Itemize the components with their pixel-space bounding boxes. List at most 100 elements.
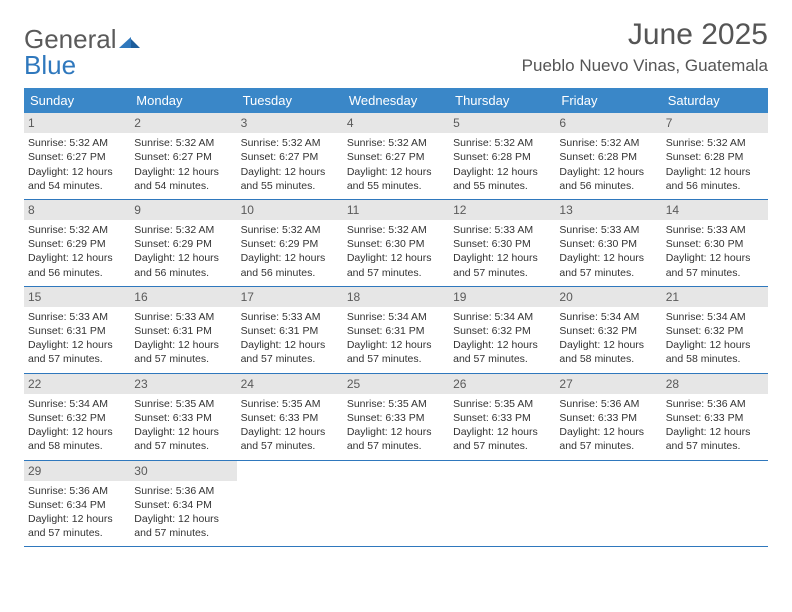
daylight-line: Daylight: 12 hours and 56 minutes. — [241, 251, 339, 279]
day-number: 15 — [24, 287, 130, 307]
daylight-line: Daylight: 12 hours and 57 minutes. — [347, 425, 445, 453]
day-cell — [662, 461, 768, 547]
day-number: 26 — [449, 374, 555, 394]
day-cell: 12Sunrise: 5:33 AMSunset: 6:30 PMDayligh… — [449, 200, 555, 286]
day-cell: 1Sunrise: 5:32 AMSunset: 6:27 PMDaylight… — [24, 113, 130, 199]
day-cell: 10Sunrise: 5:32 AMSunset: 6:29 PMDayligh… — [237, 200, 343, 286]
sunset-line: Sunset: 6:34 PM — [134, 498, 232, 512]
sunrise-line: Sunrise: 5:33 AM — [453, 223, 551, 237]
day-number: 6 — [555, 113, 661, 133]
brand-mark-icon — [119, 28, 143, 54]
daylight-line: Daylight: 12 hours and 56 minutes. — [134, 251, 232, 279]
sunrise-line: Sunrise: 5:33 AM — [559, 223, 657, 237]
day-number: 24 — [237, 374, 343, 394]
day-cell: 6Sunrise: 5:32 AMSunset: 6:28 PMDaylight… — [555, 113, 661, 199]
daylight-line: Daylight: 12 hours and 57 minutes. — [666, 425, 764, 453]
sunrise-line: Sunrise: 5:32 AM — [134, 136, 232, 150]
sunrise-line: Sunrise: 5:32 AM — [134, 223, 232, 237]
sunset-line: Sunset: 6:31 PM — [347, 324, 445, 338]
daylight-line: Daylight: 12 hours and 57 minutes. — [559, 251, 657, 279]
sunrise-line: Sunrise: 5:36 AM — [134, 484, 232, 498]
daylight-line: Daylight: 12 hours and 58 minutes. — [28, 425, 126, 453]
day-number: 22 — [24, 374, 130, 394]
sunset-line: Sunset: 6:29 PM — [241, 237, 339, 251]
day-cell: 30 Sunrise: 5:36 AMSunset: 6:34 PMDayligh… — [130, 461, 236, 547]
sunset-line: Sunset: 6:33 PM — [241, 411, 339, 425]
sunset-line: Sunset: 6:33 PM — [666, 411, 764, 425]
day-number: 10 — [237, 200, 343, 220]
day-cell — [343, 461, 449, 547]
daylight-line: Daylight: 12 hours and 57 minutes. — [28, 512, 126, 540]
daylight-line: Daylight: 12 hours and 57 minutes. — [559, 425, 657, 453]
sunset-line: Sunset: 6:30 PM — [347, 237, 445, 251]
day-number: 4 — [343, 113, 449, 133]
day-number: 20 — [555, 287, 661, 307]
sunset-line: Sunset: 6:27 PM — [134, 150, 232, 164]
day-number: 28 — [662, 374, 768, 394]
daylight-line: Daylight: 12 hours and 57 minutes. — [134, 338, 232, 366]
sunset-line: Sunset: 6:27 PM — [347, 150, 445, 164]
brand-word-2: Blue — [24, 50, 76, 80]
daylight-line: Daylight: 12 hours and 57 minutes. — [347, 338, 445, 366]
sunrise-line: Sunrise: 5:35 AM — [241, 397, 339, 411]
sunset-line: Sunset: 6:28 PM — [453, 150, 551, 164]
day-number: 29 — [24, 461, 130, 481]
day-number: 1 — [24, 113, 130, 133]
day-number: 30 — [130, 461, 236, 481]
daylight-line: Daylight: 12 hours and 58 minutes. — [666, 338, 764, 366]
daylight-line: Daylight: 12 hours and 57 minutes. — [453, 338, 551, 366]
sunset-line: Sunset: 6:32 PM — [28, 411, 126, 425]
day-cell: 16Sunrise: 5:33 AMSunset: 6:31 PMDayligh… — [130, 287, 236, 373]
dow-saturday: Saturday — [662, 88, 768, 113]
title-month: June 2025 — [522, 18, 768, 52]
sunrise-line: Sunrise: 5:33 AM — [28, 310, 126, 324]
dow-sunday: Sunday — [24, 88, 130, 113]
sunset-line: Sunset: 6:30 PM — [559, 237, 657, 251]
sunrise-line: Sunrise: 5:35 AM — [453, 397, 551, 411]
dow-wednesday: Wednesday — [343, 88, 449, 113]
dow-thursday: Thursday — [449, 88, 555, 113]
sunset-line: Sunset: 6:28 PM — [666, 150, 764, 164]
sunset-line: Sunset: 6:31 PM — [134, 324, 232, 338]
sunset-line: Sunset: 6:31 PM — [241, 324, 339, 338]
week-row: 22Sunrise: 5:34 AMSunset: 6:32 PMDayligh… — [24, 374, 768, 461]
day-number: 21 — [662, 287, 768, 307]
day-cell: 26 Sunrise: 5:35 AMSunset: 6:33 PMDayligh… — [449, 374, 555, 460]
day-cell: 25Sunrise: 5:35 AMSunset: 6:33 PMDayligh… — [343, 374, 449, 460]
daylight-line: Daylight: 12 hours and 57 minutes. — [453, 425, 551, 453]
sunrise-line: Sunrise: 5:33 AM — [134, 310, 232, 324]
day-cell — [555, 461, 661, 547]
day-cell: 5Sunrise: 5:32 AMSunset: 6:28 PMDaylight… — [449, 113, 555, 199]
daylight-line: Daylight: 12 hours and 57 minutes. — [666, 251, 764, 279]
day-cell: 14Sunrise: 5:33 AMSunset: 6:30 PMDayligh… — [662, 200, 768, 286]
day-number: 25 — [343, 374, 449, 394]
day-number: 3 — [237, 113, 343, 133]
sunset-line: Sunset: 6:33 PM — [559, 411, 657, 425]
day-number: 9 — [130, 200, 236, 220]
daylight-line: Daylight: 12 hours and 56 minutes. — [28, 251, 126, 279]
day-cell: 19Sunrise: 5:34 AMSunset: 6:32 PMDayligh… — [449, 287, 555, 373]
sunset-line: Sunset: 6:32 PM — [666, 324, 764, 338]
sunrise-line: Sunrise: 5:36 AM — [666, 397, 764, 411]
sunset-line: Sunset: 6:30 PM — [666, 237, 764, 251]
day-number: 13 — [555, 200, 661, 220]
day-number: 27 — [555, 374, 661, 394]
sunrise-line: Sunrise: 5:32 AM — [347, 223, 445, 237]
sunset-line: Sunset: 6:29 PM — [134, 237, 232, 251]
day-cell: 9 Sunrise: 5:32 AMSunset: 6:29 PMDaylight… — [130, 200, 236, 286]
day-number: 19 — [449, 287, 555, 307]
sunset-line: Sunset: 6:33 PM — [134, 411, 232, 425]
day-cell: 20Sunrise: 5:34 AMSunset: 6:32 PMDayligh… — [555, 287, 661, 373]
weeks-container: 1Sunrise: 5:32 AMSunset: 6:27 PMDaylight… — [24, 113, 768, 547]
day-cell: 17Sunrise: 5:33 AMSunset: 6:31 PMDayligh… — [237, 287, 343, 373]
sunset-line: Sunset: 6:33 PM — [347, 411, 445, 425]
day-number: 18 — [343, 287, 449, 307]
daylight-line: Daylight: 12 hours and 57 minutes. — [134, 512, 232, 540]
sunset-line: Sunset: 6:33 PM — [453, 411, 551, 425]
dow-monday: Monday — [130, 88, 236, 113]
sunset-line: Sunset: 6:27 PM — [241, 150, 339, 164]
daylight-line: Daylight: 12 hours and 56 minutes. — [666, 165, 764, 193]
day-number: 2 — [130, 113, 236, 133]
sunrise-line: Sunrise: 5:33 AM — [241, 310, 339, 324]
daylight-line: Daylight: 12 hours and 55 minutes. — [241, 165, 339, 193]
